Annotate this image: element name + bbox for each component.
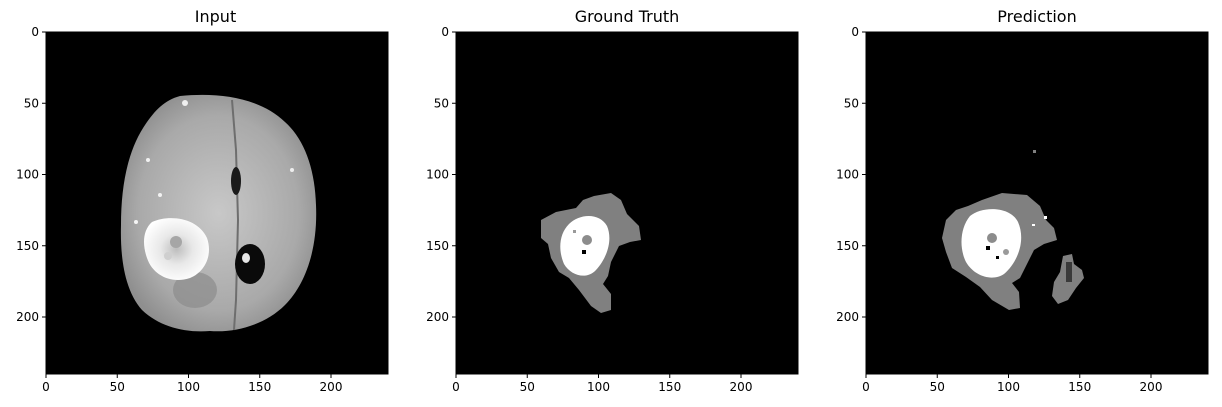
ground-truth-panel: Ground Truth 0 50 100 150 200 0 50 100 150 200 — [411, 0, 811, 407]
y-tick-label: 200 — [16, 310, 39, 324]
panel-title-input: Input — [194, 7, 237, 26]
x-tick-label: 50 — [930, 380, 945, 394]
y-tick-label: 100 — [426, 168, 449, 182]
x-tick-label: 0 — [452, 380, 460, 394]
x-tick-label: 200 — [730, 380, 753, 394]
y-tick-label: 150 — [16, 239, 39, 253]
y-tick-label: 50 — [844, 96, 859, 110]
input-panel: Input — [0, 0, 400, 407]
panel-title-prediction: Prediction — [997, 7, 1077, 26]
x-tick-label: 100 — [177, 380, 200, 394]
y-tick-label: 200 — [836, 310, 859, 324]
x-tick-label: 200 — [1140, 380, 1163, 394]
y-tick-label: 0 — [441, 25, 449, 39]
prediction-panel: Prediction 0 50 100 150 200 0 50 100 150 200 — [822, 0, 1222, 407]
input-plot: 0 50 100 150 200 0 50 100 150 200 — [16, 25, 389, 394]
x-tick-label: 150 — [248, 380, 271, 394]
prediction-plot: 0 50 100 150 200 0 50 100 150 200 — [836, 25, 1209, 394]
y-tick-label: 50 — [434, 96, 449, 110]
ground-truth-mask — [456, 32, 798, 374]
panel-title-ground-truth: Ground Truth — [574, 7, 680, 26]
y-tick-label: 0 — [851, 25, 859, 39]
x-tick-label: 200 — [320, 380, 343, 394]
x-tick-label: 100 — [997, 380, 1020, 394]
y-tick-label: 200 — [426, 310, 449, 324]
y-tick-label: 100 — [16, 168, 39, 182]
y-axis: 0 50 100 150 200 — [836, 25, 866, 324]
y-tick-label: 50 — [24, 96, 39, 110]
y-tick-label: 150 — [426, 239, 449, 253]
y-tick-label: 150 — [836, 239, 859, 253]
y-tick-label: 100 — [836, 168, 859, 182]
x-tick-label: 50 — [520, 380, 535, 394]
x-tick-label: 150 — [658, 380, 681, 394]
x-tick-label: 100 — [587, 380, 610, 394]
ground-truth-plot: 0 50 100 150 200 0 50 100 150 200 — [426, 25, 799, 394]
y-tick-label: 0 — [31, 25, 39, 39]
y-axis: 0 50 100 150 200 — [16, 25, 46, 324]
x-tick-label: 0 — [862, 380, 870, 394]
x-axis: 0 50 100 150 200 — [452, 374, 752, 394]
x-axis: 0 50 100 150 200 — [42, 374, 342, 394]
x-tick-label: 50 — [110, 380, 125, 394]
x-tick-label: 0 — [42, 380, 50, 394]
x-tick-label: 150 — [1068, 380, 1091, 394]
x-axis: 0 50 100 150 200 — [862, 374, 1162, 394]
mri-image — [46, 32, 388, 374]
prediction-mask — [866, 32, 1208, 374]
y-axis: 0 50 100 150 200 — [426, 25, 456, 324]
